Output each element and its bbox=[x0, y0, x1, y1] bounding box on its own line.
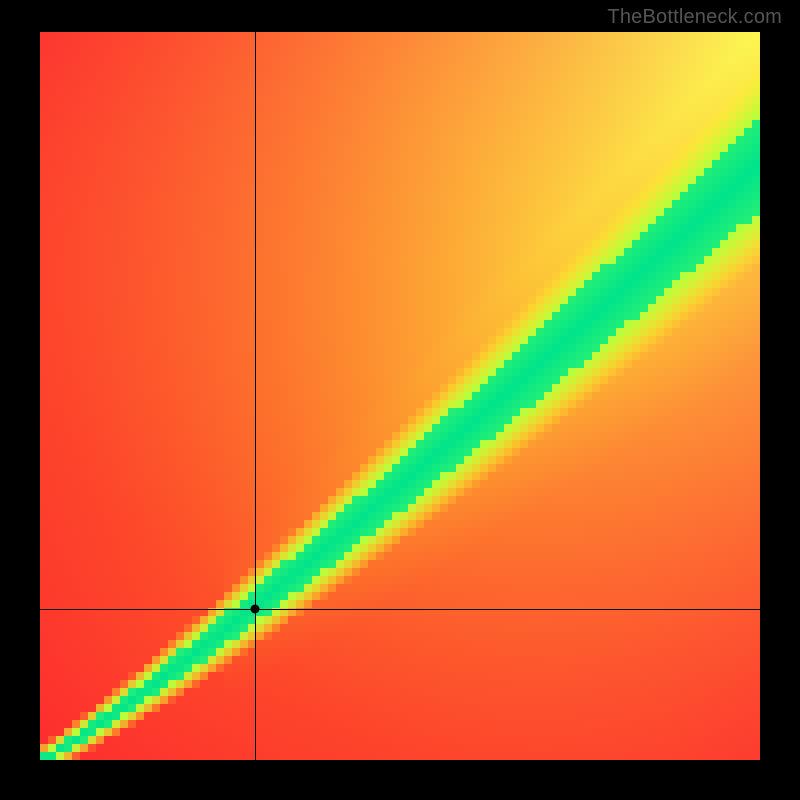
plot-frame bbox=[40, 32, 760, 760]
crosshair-horizontal bbox=[40, 609, 760, 610]
watermark-text: TheBottleneck.com bbox=[607, 6, 782, 29]
crosshair-vertical bbox=[255, 32, 256, 760]
data-point-marker bbox=[250, 605, 259, 614]
heatmap-canvas bbox=[40, 32, 760, 760]
chart-container: TheBottleneck.com bbox=[0, 0, 800, 800]
